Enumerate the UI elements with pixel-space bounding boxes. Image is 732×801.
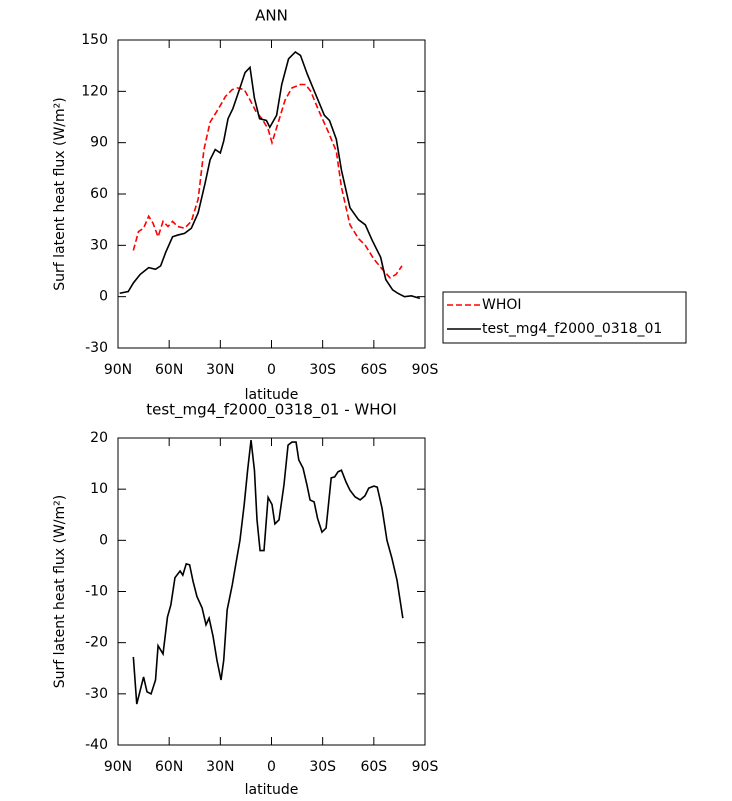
x-tick-label: 90S [412,759,439,775]
x-tick-label: 90N [104,759,132,775]
x-tick-label: 90S [412,362,439,378]
y-tick-label: -40 [85,737,108,753]
y-tick-label: 30 [90,237,108,253]
plot-frame [117,437,426,746]
y-tick-label: 150 [81,32,108,48]
x-axis-label: latitude [245,387,299,403]
x-tick-label: 30S [309,362,336,378]
y-axis-label: Surf latent heat flux (W/m²) [52,97,68,290]
legend-label: WHOI [482,297,522,313]
data-line [132,439,404,705]
y-tick-label: 10 [90,481,108,497]
x-tick-label: 60S [360,362,387,378]
y-tick-label: 90 [90,135,108,151]
x-tick-label: 0 [267,759,276,775]
y-tick-label: 20 [90,430,108,446]
y-tick-label: 60 [90,186,108,202]
y-tick-label: 120 [81,83,108,99]
x-tick-label: 30N [206,759,234,775]
x-tick-label: 90N [104,362,132,378]
y-tick-label: -20 [85,635,108,651]
chart-title: ANN [255,7,288,25]
y-tick-label: -30 [85,340,108,356]
legend-label: test_mg4_f2000_0318_01 [482,321,662,337]
x-tick-label: 30S [309,759,336,775]
x-tick-label: 60N [155,362,183,378]
y-tick-label: 0 [99,532,108,548]
x-tick-label: 30N [206,362,234,378]
y-axis-label: Surf latent heat flux (W/m²) [52,495,68,688]
chart-title: test_mg4_f2000_0318_01 - WHOI [146,401,397,420]
y-tick-label: -10 [85,584,108,600]
x-axis-label: latitude [245,782,299,798]
legend-box [442,291,687,344]
x-tick-label: 60N [155,759,183,775]
plot-frame [117,39,426,349]
x-tick-label: 0 [267,362,276,378]
data-line [119,50,421,300]
y-tick-label: 0 [99,289,108,305]
x-tick-label: 60S [360,759,387,775]
y-tick-label: -30 [85,686,108,702]
data-line [132,83,403,279]
